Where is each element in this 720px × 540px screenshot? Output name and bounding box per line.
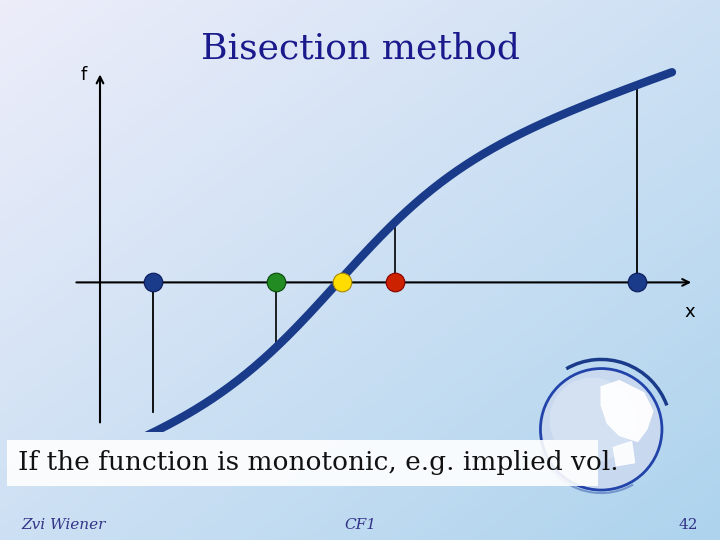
Text: Bisection method: Bisection method: [201, 32, 519, 65]
Text: x: x: [684, 303, 695, 321]
Point: [270, 278, 282, 287]
Point: [336, 278, 348, 287]
Text: f: f: [81, 66, 87, 84]
Polygon shape: [613, 442, 634, 465]
Text: 42: 42: [679, 518, 698, 532]
Polygon shape: [601, 381, 653, 442]
Text: If the function is monotonic, e.g. implied vol.: If the function is monotonic, e.g. impli…: [18, 450, 618, 475]
Text: CF1: CF1: [344, 518, 376, 532]
Point: [389, 278, 400, 287]
Circle shape: [541, 368, 662, 490]
Circle shape: [549, 377, 634, 463]
Point: [147, 278, 158, 287]
Text: Zvi Wiener: Zvi Wiener: [22, 518, 106, 532]
Point: [631, 278, 642, 287]
